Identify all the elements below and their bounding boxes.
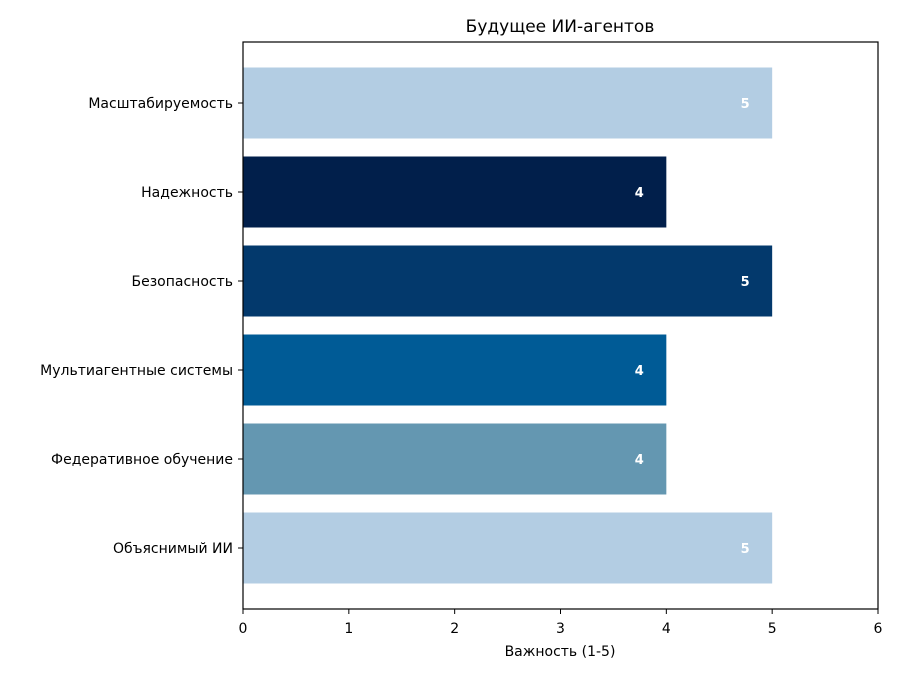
y-tick-label: Безопасность	[132, 274, 233, 290]
y-tick-label: Федеративное обучение	[51, 452, 233, 468]
bar	[243, 156, 667, 228]
y-axis-ticks: Масштабируемость Надежность Безопасность Му…	[40, 96, 243, 557]
bar	[243, 423, 667, 495]
x-tick-label: 4	[662, 621, 671, 637]
y-tick-label: Надежность	[141, 185, 233, 201]
y-tick-label: Масштабируемость	[88, 96, 233, 112]
bar	[243, 334, 667, 406]
x-axis-label: Важность (1-5)	[505, 644, 616, 660]
bar-value-label: 5	[741, 275, 750, 290]
chart-title: Будущее ИИ-агентов	[466, 17, 655, 37]
y-tick-label: Мультиагентные системы	[40, 363, 233, 379]
y-tick-label: Объяснимый ИИ	[113, 541, 233, 557]
bar	[243, 245, 773, 317]
bars-group	[243, 67, 773, 584]
plot-frame	[242, 41, 879, 610]
x-tick-label: 5	[768, 621, 777, 637]
bar-value-label: 4	[635, 186, 644, 201]
bar-value-label: 5	[741, 542, 750, 557]
bar	[243, 67, 773, 139]
x-axis-ticks: 0 1 2 3 4 5 6	[239, 609, 883, 637]
data-labels-group: 5 4 5 4 4 5	[635, 97, 750, 557]
x-tick-label: 6	[874, 621, 883, 637]
bar-value-label: 4	[635, 364, 644, 379]
bar-value-label: 4	[635, 453, 644, 468]
x-tick-label: 0	[239, 621, 248, 637]
bar-value-label: 5	[741, 97, 750, 112]
x-tick-label: 2	[450, 621, 459, 637]
bar	[243, 512, 773, 584]
x-tick-label: 1	[344, 621, 353, 637]
x-tick-label: 3	[556, 621, 565, 637]
